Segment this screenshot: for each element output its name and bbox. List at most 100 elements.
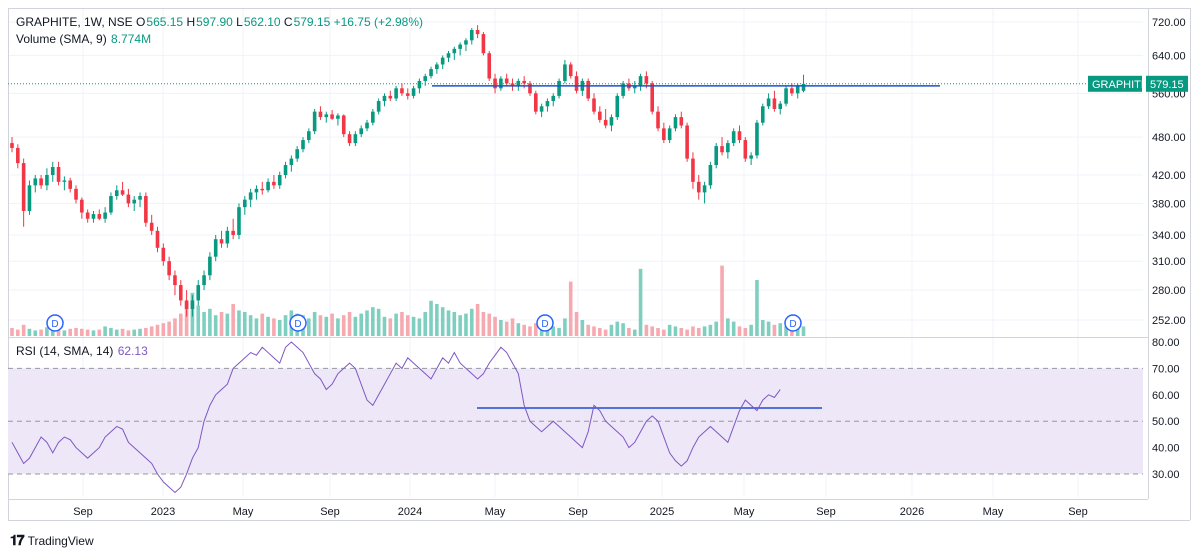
candle-body	[685, 125, 689, 159]
dividend-marker: D	[289, 314, 307, 332]
candle-body	[726, 143, 730, 153]
change-value: +16.75 (+2.98%)	[333, 15, 424, 29]
last-price-box	[1146, 75, 1188, 92]
volume-bar	[260, 313, 265, 336]
candle-body	[330, 114, 334, 119]
volume-bar	[568, 281, 573, 336]
candle-body	[534, 93, 538, 112]
volume-bar	[10, 328, 14, 336]
time-tick-label: 2025	[650, 506, 674, 518]
candle-body	[149, 222, 154, 231]
candle-body	[388, 95, 393, 99]
volume-bar	[417, 318, 422, 336]
low-label: L	[236, 15, 243, 29]
candle-body	[16, 147, 20, 164]
volume-bar	[516, 323, 521, 336]
candle-body	[132, 199, 137, 204]
candle-body	[85, 212, 90, 219]
volume-bar	[464, 313, 468, 336]
volume-value: 8.774M	[111, 32, 152, 46]
dividend-marker: D	[536, 314, 554, 332]
candle-body	[423, 76, 428, 81]
candle-body	[720, 146, 724, 153]
volume-bar	[371, 307, 375, 336]
candle-body	[336, 115, 340, 119]
volume-bar	[790, 328, 794, 336]
time-tick-label: Sep	[320, 506, 340, 518]
volume-bar	[248, 315, 253, 336]
volume-bar	[126, 330, 131, 336]
candle-body	[487, 53, 492, 79]
volume-bar	[534, 323, 538, 336]
candle-body	[353, 134, 358, 144]
rsi-tick-label: 80.00	[1152, 337, 1180, 349]
symbol-tag-text: GRAPHITE	[1092, 79, 1148, 91]
dividend-marker-label: D	[789, 319, 796, 330]
volume-bar	[446, 310, 451, 336]
volume-bar	[353, 316, 358, 336]
volume-bar	[592, 326, 596, 336]
volume-bar	[638, 268, 643, 336]
volume-bar	[359, 313, 363, 336]
volume-bar	[510, 318, 515, 336]
volume-bar	[586, 324, 590, 336]
candle-body	[603, 119, 608, 126]
candle-body	[45, 174, 49, 186]
volume-bar	[155, 324, 160, 336]
candle-body	[592, 98, 596, 112]
candle-body	[667, 128, 672, 141]
volume-bar	[21, 324, 26, 336]
dividend-marker-circle	[289, 314, 307, 332]
volume-legend: Volume (SMA, 9) 8.774M	[16, 32, 151, 46]
candle-body	[80, 199, 84, 213]
candle-body	[190, 300, 195, 309]
volume-bar	[632, 329, 637, 336]
volume-bar	[39, 329, 43, 336]
time-tick-label: May	[233, 506, 254, 518]
dividend-marker-label: D	[51, 319, 58, 330]
candle-body	[272, 181, 276, 186]
candle-body	[702, 185, 707, 193]
candle-body	[714, 146, 719, 166]
volume-bar	[376, 308, 381, 336]
candle-body	[184, 300, 189, 309]
volume-bar	[50, 328, 55, 336]
candle-body	[708, 165, 713, 186]
volume-bar	[650, 326, 654, 336]
price-tick-label: 420.00	[1152, 170, 1186, 182]
volume-bar	[481, 312, 486, 336]
volume-bar	[85, 329, 90, 336]
volume-bar	[475, 304, 480, 336]
time-tick-label: 2023	[151, 506, 175, 518]
volume-bar	[795, 324, 800, 336]
volume-bar	[114, 329, 119, 336]
candle-body	[691, 158, 695, 182]
time-tick-label: Sep	[816, 506, 836, 518]
candle-body	[74, 188, 78, 200]
candle-body	[219, 239, 224, 244]
candle-body	[376, 101, 381, 112]
volume-bar	[662, 329, 666, 336]
candle-body	[563, 64, 567, 81]
candle-body	[289, 158, 294, 166]
volume-bar	[702, 326, 707, 336]
candle-body	[301, 140, 305, 150]
close-value: 579.15	[293, 15, 331, 29]
candle-body	[586, 80, 590, 99]
candle-body	[103, 212, 107, 219]
candle-body	[266, 181, 270, 191]
volume-bar	[778, 323, 783, 336]
volume-bar	[405, 315, 410, 336]
price-tick-label: 252.00	[1152, 315, 1186, 327]
candle-body	[632, 85, 637, 89]
brand[interactable]: 𝟏𝟕 TradingView	[10, 532, 94, 549]
candle-body	[662, 128, 666, 141]
candle-body	[795, 85, 800, 94]
candle-body	[10, 143, 14, 148]
price-candles	[10, 25, 806, 317]
candle-body	[638, 76, 643, 86]
candle-body	[551, 95, 556, 102]
volume-bar	[347, 312, 352, 336]
candle-body	[178, 285, 183, 301]
candle-body	[545, 101, 550, 107]
